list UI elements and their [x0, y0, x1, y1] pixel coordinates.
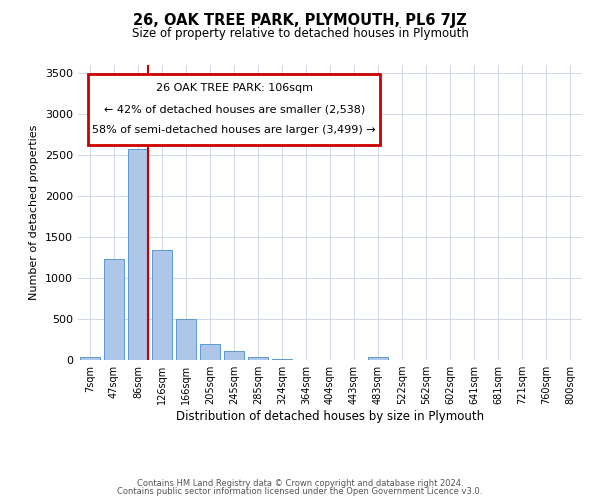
Text: 26, OAK TREE PARK, PLYMOUTH, PL6 7JZ: 26, OAK TREE PARK, PLYMOUTH, PL6 7JZ — [133, 12, 467, 28]
Bar — [248, 356, 268, 360]
Text: Size of property relative to detached houses in Plymouth: Size of property relative to detached ho… — [131, 28, 469, 40]
Bar — [272, 359, 292, 360]
Bar — [80, 356, 100, 360]
Text: 58% of semi-detached houses are larger (3,499) →: 58% of semi-detached houses are larger (… — [92, 126, 376, 136]
Bar — [128, 150, 148, 360]
Y-axis label: Number of detached properties: Number of detached properties — [29, 125, 40, 300]
Text: Contains public sector information licensed under the Open Government Licence v3: Contains public sector information licen… — [118, 487, 482, 496]
FancyBboxPatch shape — [88, 74, 380, 144]
Text: Contains HM Land Registry data © Crown copyright and database right 2024.: Contains HM Land Registry data © Crown c… — [137, 478, 463, 488]
Bar — [104, 259, 124, 360]
Text: ← 42% of detached houses are smaller (2,538): ← 42% of detached houses are smaller (2,… — [104, 104, 365, 115]
Bar — [200, 344, 220, 360]
Text: 26 OAK TREE PARK: 106sqm: 26 OAK TREE PARK: 106sqm — [156, 83, 313, 93]
Bar — [176, 319, 196, 360]
Bar — [368, 356, 388, 360]
Bar — [224, 352, 244, 360]
X-axis label: Distribution of detached houses by size in Plymouth: Distribution of detached houses by size … — [176, 410, 484, 423]
Bar — [152, 250, 172, 360]
